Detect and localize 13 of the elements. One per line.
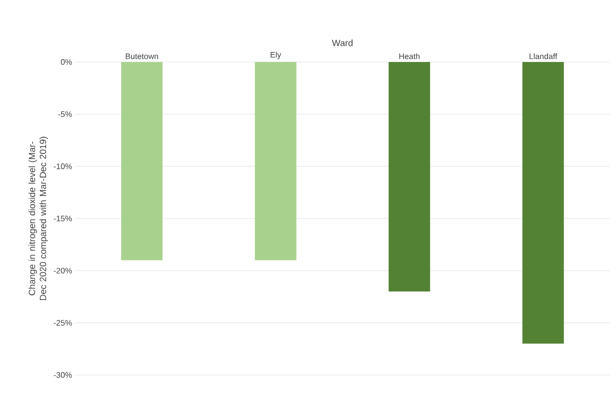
y-tick-label: 0% (60, 59, 72, 65)
x-tick-label: Ely (270, 52, 282, 60)
y-tick-label: -10% (54, 164, 72, 170)
y-tick-label: -15% (54, 216, 72, 222)
x-tick-label: Heath (399, 53, 420, 60)
y-tick-label: -5% (58, 111, 72, 117)
y-tick-label: -25% (54, 320, 72, 326)
x-axis-title: Ward (332, 40, 352, 46)
y-tick-label: -30% (54, 372, 72, 378)
y-tick-label: -20% (54, 268, 72, 274)
x-tick-label: Butetown (126, 54, 158, 60)
x-tick-label: Llandaff (530, 53, 558, 60)
y-axis-title: Change in nitrogen dioxide level (Mar-Dec 2020 compared with Mar-Dec 2019) (28, 136, 48, 300)
